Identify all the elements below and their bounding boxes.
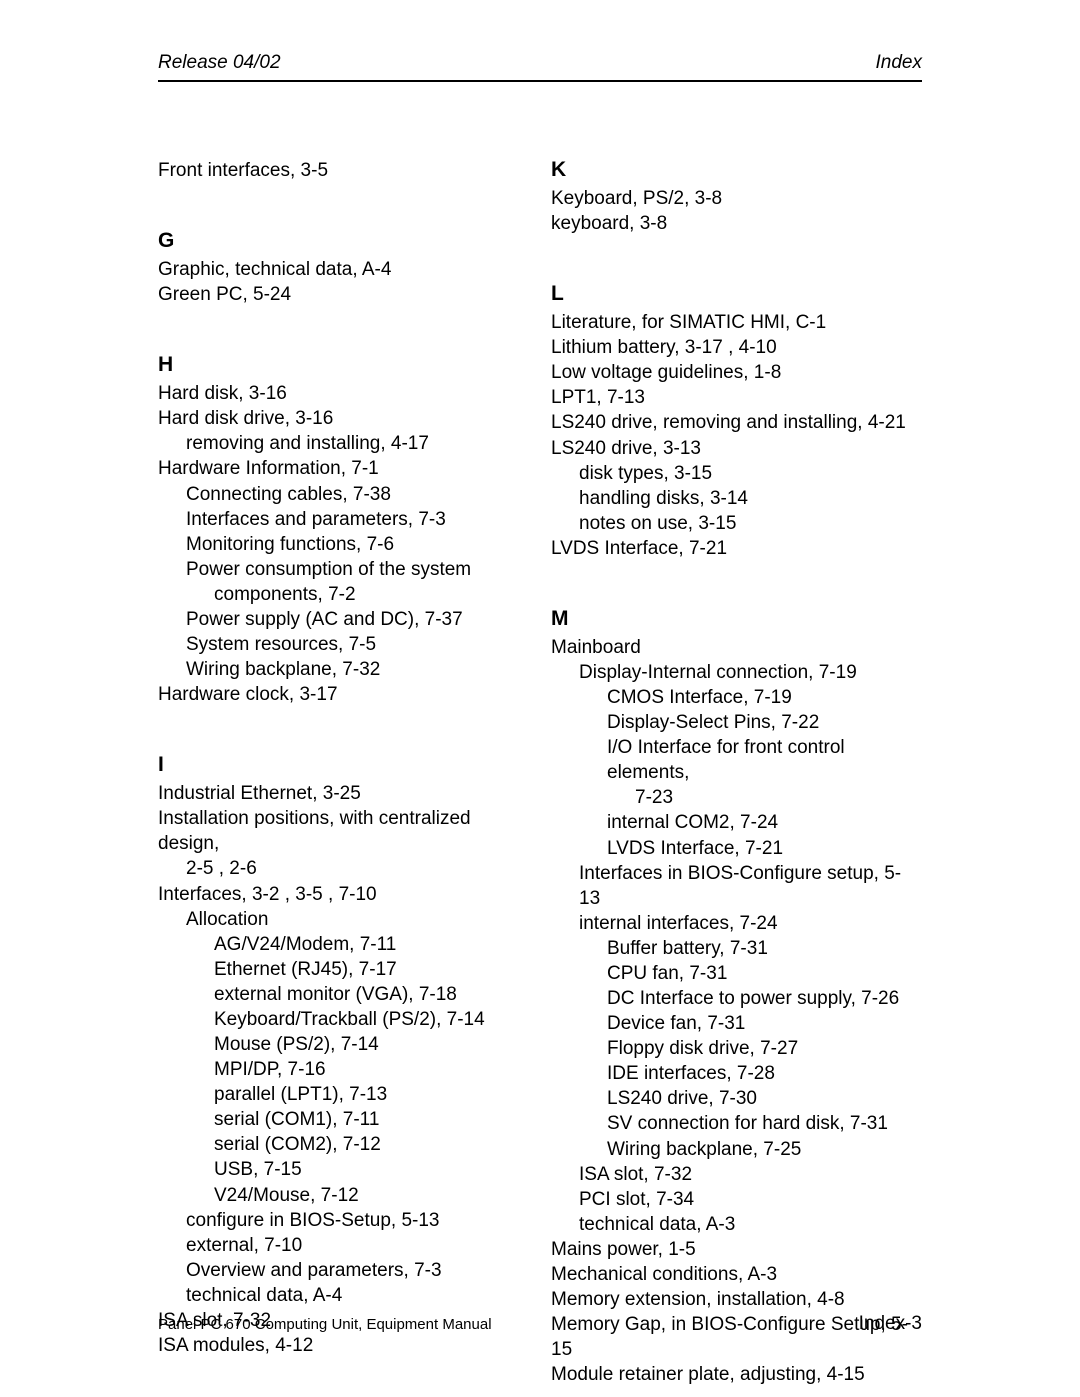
index-entry: Wiring backplane, 7-25: [551, 1137, 922, 1162]
index-entry: ISA slot, 7-32: [551, 1162, 922, 1187]
index-entry: Ethernet (RJ45), 7-17: [158, 957, 529, 982]
index-entry: LPT1, 7-13: [551, 385, 922, 410]
header-release: Release 04/02: [158, 52, 281, 74]
index-entry: Power supply (AC and DC), 7-37: [158, 607, 529, 632]
index-entry: technical data, A-3: [551, 1212, 922, 1237]
index-entry: V24/Mouse, 7-12: [158, 1183, 529, 1208]
index-right-column: K Keyboard, PS/2, 3-8keyboard, 3-8 L Litera…: [551, 158, 922, 1387]
index-entry: components, 7-2: [158, 582, 529, 607]
index-entry: ISA modules, 4-12: [158, 1333, 529, 1358]
index-entry: Interfaces in BIOS-Configure setup, 5-13: [551, 861, 922, 911]
index-entry: Hard disk, 3-16: [158, 381, 529, 406]
footer-page-number: Index-3: [859, 1313, 922, 1335]
index-entry: Power consumption of the system: [158, 557, 529, 582]
index-entry: technical data, A-4: [158, 1283, 529, 1308]
index-entry: Installation positions, with centralized…: [158, 806, 529, 856]
index-entry: Display-Select Pins, 7-22: [551, 710, 922, 735]
index-entry: internal interfaces, 7-24: [551, 911, 922, 936]
index-entry: SV connection for hard disk, 7-31: [551, 1111, 922, 1136]
index-entry: internal COM2, 7-24: [551, 810, 922, 835]
index-entry: IDE interfaces, 7-28: [551, 1061, 922, 1086]
index-entry: Green PC, 5-24: [158, 282, 529, 307]
index-entry: removing and installing, 4-17: [158, 431, 529, 456]
index-entry: configure in BIOS-Setup, 5-13: [158, 1208, 529, 1233]
index-entry: Buffer battery, 7-31: [551, 936, 922, 961]
index-entry: serial (COM1), 7-11: [158, 1107, 529, 1132]
index-entry: serial (COM2), 7-12: [158, 1132, 529, 1157]
index-section-letter: L: [551, 282, 922, 306]
index-section-letter: H: [158, 353, 529, 377]
index-section-letter: G: [158, 229, 529, 253]
index-entry: Hardware clock, 3-17: [158, 682, 529, 707]
index-entry: Keyboard/Trackball (PS/2), 7-14: [158, 1007, 529, 1032]
index-columns: Front interfaces, 3-5 G Graphic, technical…: [158, 158, 922, 1387]
index-entry: Device fan, 7-31: [551, 1011, 922, 1036]
index-entry: LS240 drive, 3-13: [551, 436, 922, 461]
index-entry: LVDS Interface, 7-21: [551, 836, 922, 861]
index-entry: Wiring backplane, 7-32: [158, 657, 529, 682]
index-entry: keyboard, 3-8: [551, 211, 922, 236]
index-entry: 2-5 , 2-6: [158, 856, 529, 881]
index-entry: I/O Interface for front control elements…: [551, 735, 922, 785]
index-entry: PCI slot, 7-34: [551, 1187, 922, 1212]
index-entry: parallel (LPT1), 7-13: [158, 1082, 529, 1107]
index-section-letter: M: [551, 607, 922, 631]
index-entry: 7-23: [551, 785, 922, 810]
index-entry: Display-Internal connection, 7-19: [551, 660, 922, 685]
index-entry: disk types, 3-15: [551, 461, 922, 486]
index-entry: Overview and parameters, 7-3: [158, 1258, 529, 1283]
index-entry: Connecting cables, 7-38: [158, 482, 529, 507]
footer-manual-title: Panel PC 670 Computing Unit, Equipment M…: [158, 1316, 492, 1333]
page-header: Release 04/02 Index: [158, 52, 922, 82]
index-entry: Mainboard: [551, 635, 922, 660]
index-entry: DC Interface to power supply, 7-26: [551, 986, 922, 1011]
index-entry: Hardware Information, 7-1: [158, 456, 529, 481]
page-footer: Panel PC 670 Computing Unit, Equipment M…: [158, 1313, 922, 1335]
index-entry: Literature, for SIMATIC HMI, C-1: [551, 310, 922, 335]
index-entry: AG/V24/Modem, 7-11: [158, 932, 529, 957]
index-entry: Allocation: [158, 907, 529, 932]
index-entry: external monitor (VGA), 7-18: [158, 982, 529, 1007]
index-entry: Monitoring functions, 7-6: [158, 532, 529, 557]
index-entry: Low voltage guidelines, 1-8: [551, 360, 922, 385]
index-page: Release 04/02 Index Front interfaces, 3-…: [0, 0, 1080, 1387]
index-entry: LS240 drive, 7-30: [551, 1086, 922, 1111]
index-entry: Front interfaces, 3-5: [158, 158, 529, 183]
index-entry: notes on use, 3-15: [551, 511, 922, 536]
index-entry: Interfaces, 3-2 , 3-5 , 7-10: [158, 882, 529, 907]
index-entry: System resources, 7-5: [158, 632, 529, 657]
index-entry: Industrial Ethernet, 3-25: [158, 781, 529, 806]
index-entry: USB, 7-15: [158, 1157, 529, 1182]
index-section-letter: I: [158, 753, 529, 777]
index-entry: CMOS Interface, 7-19: [551, 685, 922, 710]
index-entry: handling disks, 3-14: [551, 486, 922, 511]
index-entry: CPU fan, 7-31: [551, 961, 922, 986]
index-entry: Keyboard, PS/2, 3-8: [551, 186, 922, 211]
index-entry: Memory extension, installation, 4-8: [551, 1287, 922, 1312]
index-entry: Mechanical conditions, A-3: [551, 1262, 922, 1287]
index-entry: LS240 drive, removing and installing, 4-…: [551, 410, 922, 435]
index-entry: Lithium battery, 3-17 , 4-10: [551, 335, 922, 360]
index-entry: Mouse (PS/2), 7-14: [158, 1032, 529, 1057]
index-entry: external, 7-10: [158, 1233, 529, 1258]
index-left-column: Front interfaces, 3-5 G Graphic, technical…: [158, 158, 529, 1387]
header-section: Index: [876, 52, 922, 74]
index-section-letter: K: [551, 158, 922, 182]
index-entry: Module retainer plate, adjusting, 4-15: [551, 1362, 922, 1387]
index-entry: Floppy disk drive, 7-27: [551, 1036, 922, 1061]
index-entry: Interfaces and parameters, 7-3: [158, 507, 529, 532]
index-entry: Graphic, technical data, A-4: [158, 257, 529, 282]
index-entry: LVDS Interface, 7-21: [551, 536, 922, 561]
index-entry: MPI/DP, 7-16: [158, 1057, 529, 1082]
index-entry: Hard disk drive, 3-16: [158, 406, 529, 431]
index-entry: Mains power, 1-5: [551, 1237, 922, 1262]
